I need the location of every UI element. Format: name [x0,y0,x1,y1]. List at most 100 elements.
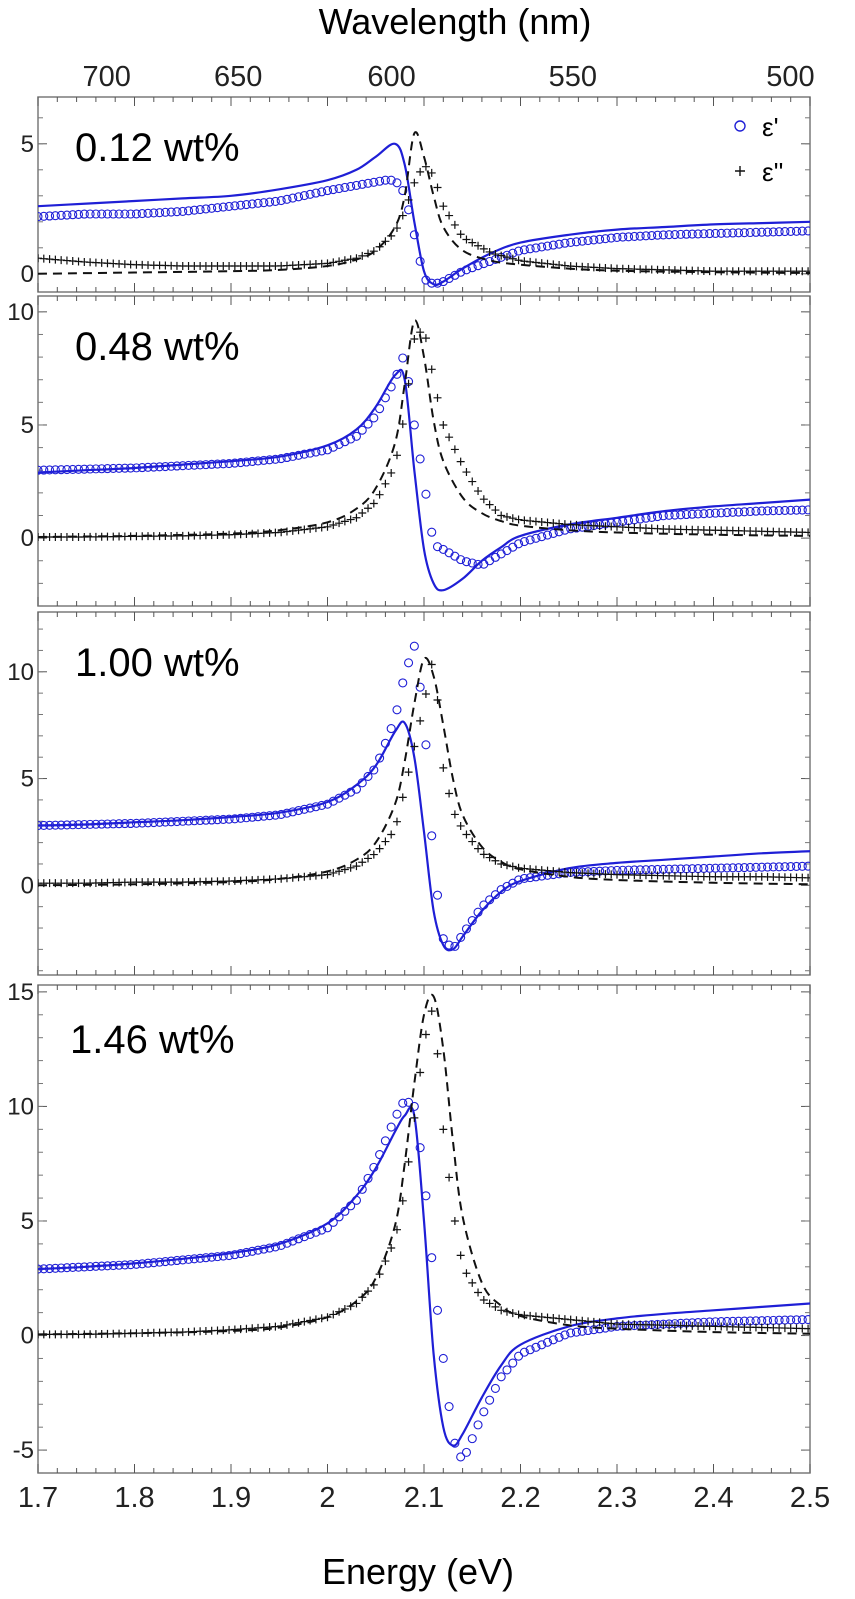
eps-imag-data-point [358,251,367,260]
eps-real-data-point [328,185,338,195]
eps-imag-data-point [392,817,401,826]
eps-real-data-point [241,199,251,210]
eps-real-data-point [351,431,362,441]
legend-label: ε'' [762,157,784,187]
eps-real-data-point [293,450,304,460]
eps-imag-data-point [300,525,309,534]
panel-series [38,641,810,952]
eps-imag-data-point [375,844,384,853]
eps-real-data-point [791,861,802,871]
x-tick-label: 1.8 [114,1482,154,1514]
chart-panels: 0 5 0.12 wt% ε' ε'' 0 5 10 0.48 wt% 0 5 10 1.00 wt% -… [7,61,830,1514]
panel-series [38,131,810,288]
eps-real-data-point [548,1335,558,1345]
eps-real-data-point [595,234,605,244]
eps-real-data-point [317,187,327,197]
eps-imag-data-point [439,420,448,429]
eps-real-data-point [473,261,483,271]
eps-imag-data-point [340,865,349,874]
eps-imag-data-point [369,247,378,256]
eps-real-data-point [305,448,315,458]
y-tick-label: 5 [21,1208,34,1235]
eps-imag-data-point [526,257,535,266]
x-tick-label: 1.7 [18,1482,58,1514]
eps-real-data-point [230,201,240,211]
eps-real-data-point [236,200,246,210]
eps-imag-data-point [352,513,361,522]
eps-real-data-point [583,235,593,246]
eps-real-data-point [566,237,576,247]
eps-real-data-point [768,506,778,516]
eps-imag-data-point [491,1302,500,1311]
eps-real-data-point [450,941,460,951]
eps-real-data-point [224,201,234,211]
eps-real-data-point [571,1327,582,1337]
eps-real-data-point [421,740,431,750]
eps-real-data-point [734,863,744,873]
eps-real-data-point [392,178,402,188]
eps-imag-data-point [456,1251,465,1260]
eps-imag-data-point [491,506,500,515]
eps-imag-data-point [543,259,552,268]
eps-real-data-point [803,861,810,871]
eps-real-data-point [734,228,744,238]
eps-real-data-point [797,226,807,236]
eps-real-data-point [218,1251,228,1261]
eps-real-data-point [39,211,49,221]
eps-real-data-point [241,813,251,823]
eps-real-data-point [542,530,553,540]
eps-real-data-point [531,533,541,543]
y-tick-label: 5 [21,766,34,793]
eps-real-data-point [791,505,802,515]
eps-real-data-point [699,863,709,873]
eps-imag-data-point [508,254,517,263]
eps-imag-data-point [479,495,488,504]
eps-real-data-point [768,862,778,872]
eps-imag-data-point [445,1173,454,1182]
eps-real-data-point [212,459,223,469]
eps-real-data-point [548,528,558,538]
eps-real-data-point [207,815,217,825]
eps-real-data-point [745,227,755,238]
eps-imag-data-point [474,844,483,853]
eps-real-data-point [635,231,645,241]
eps-real-data-point [224,814,234,824]
eps-imag-data-point [485,500,494,509]
eps-real-data-point [166,207,176,217]
eps-real-data-point [786,226,796,236]
eps-real-data-point [502,1365,512,1375]
eps-real-data-point [705,229,715,239]
eps-real-data-point [456,932,466,942]
eps-real-data-point [253,198,263,208]
eps-real-data-point [230,458,240,468]
eps-real-data-point [224,458,234,469]
eps-real-data-point [699,229,709,239]
eps-imag-data-point [520,257,529,266]
eps-real-data-point [444,940,454,950]
y-tick-label: -5 [13,1437,34,1464]
eps-real-data-point [786,1315,796,1325]
eps-real-data-point [62,210,72,220]
eps-real-data-point [693,229,703,239]
eps-real-data-point [79,209,89,219]
eps-real-data-point [791,226,802,236]
eps-real-data-point [183,206,194,216]
eps-imag-data-point [421,1030,430,1039]
eps-imag-data-point [450,810,459,819]
eps-imag-data-point [410,742,419,751]
eps-imag-data-point [514,1310,523,1319]
eps-real-data-point [253,456,263,466]
eps-real-data-point [195,460,205,470]
eps-imag-data-point [346,863,355,872]
eps-real-data-point [270,196,280,206]
eps-imag-fit-line [38,656,810,887]
eps-real-data-point [797,505,807,515]
eps-real-data-point [664,230,674,240]
eps-imag-data-point [433,393,442,402]
eps-imag-data-point [804,528,810,537]
eps-real-data-point [774,506,784,516]
x-tick-label: 2.1 [404,1482,444,1514]
eps-real-data-point [218,202,228,212]
eps-imag-data-point [421,689,430,698]
legend-eps-imag-marker [735,166,745,176]
